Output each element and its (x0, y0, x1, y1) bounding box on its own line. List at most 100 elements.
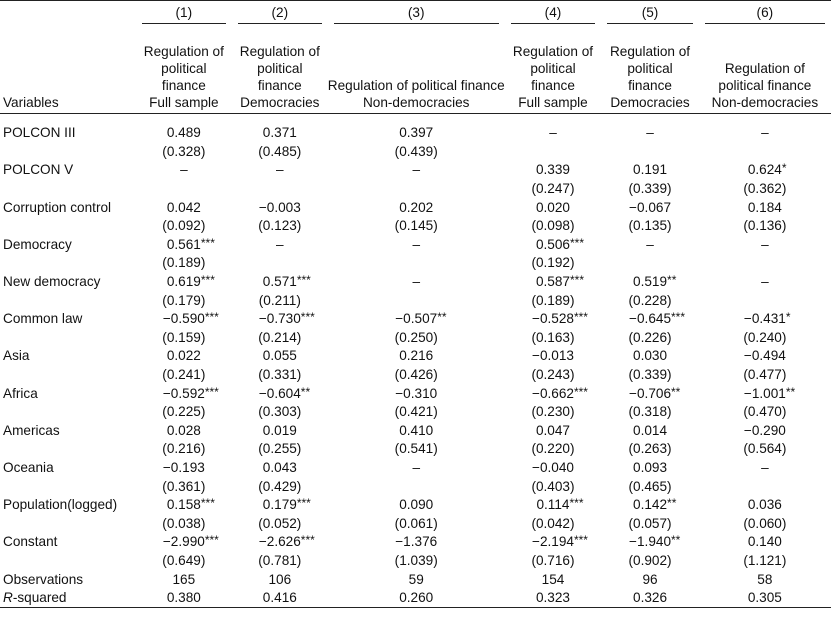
standard-error-cell-text: (0.263) (628, 441, 672, 457)
standard-error-cell-text: (0.361) (162, 478, 206, 494)
standard-error-cell-text: (0.429) (258, 478, 302, 494)
standard-error-cell-text: (0.362) (743, 181, 787, 197)
coefficient-cell-value: – (761, 273, 769, 291)
coefficient-cell-value: 0.397 (399, 124, 433, 142)
standard-error-cell-text: (0.250) (394, 329, 438, 345)
coefficient-cell: – (328, 161, 505, 180)
standard-error-cell-text: (0.211) (258, 292, 301, 308)
coefficient-row: POLCON III 0.489 0.371 0.397 – – – (0, 124, 831, 143)
standard-error-cell-value: (0.649) (162, 552, 205, 570)
standard-error-cell-text: (0.189) (531, 292, 575, 308)
standard-error-cell: (0.214) (232, 329, 328, 348)
standard-error-cell-text: (0.220) (531, 441, 575, 457)
standard-error-cell: (0.189) (505, 291, 602, 310)
coefficient-cell: – (699, 459, 831, 478)
standard-error-cell: (0.136) (699, 217, 831, 236)
standard-error-cell-value: (0.061) (395, 515, 438, 533)
rsquared-cell-value: 0.326 (633, 589, 667, 607)
standard-error-cell-text: (0.092) (162, 218, 206, 234)
rsquared-cell: 0.260 (328, 589, 505, 608)
coefficient-cell: −0.662 *** (505, 384, 602, 403)
coefficient-cell-value: −0.290 (744, 422, 786, 440)
coefficient-cell-text: −0.507 (395, 311, 438, 327)
significance-stars: *** (204, 533, 219, 548)
significance-stars: *** (204, 310, 219, 325)
coefficient-cell-value: 0.055 (263, 347, 297, 365)
standard-error-cell: (0.135) (601, 217, 698, 236)
coefficient-cell-text: 0.020 (535, 199, 570, 215)
coefficient-cell-value: 0.371 (263, 124, 297, 142)
observations-cell-text: 165 (172, 571, 196, 587)
coefficient-cell: −0.013 (505, 347, 602, 366)
standard-error-cell: (0.230) (505, 403, 602, 422)
standard-error-cell-value: (0.477) (743, 366, 786, 384)
column-header-line: Non-democracies (711, 95, 819, 110)
coefficient-cell-value: −0.662 *** (532, 385, 588, 403)
standard-error-cell-text: (0.226) (628, 329, 672, 345)
standard-error-cell-value: (0.159) (162, 329, 205, 347)
standard-error-cell-value: (0.192) (531, 254, 574, 272)
standard-error-cell-text: (0.243) (531, 367, 575, 383)
coefficient-cell-text: 0.561 (166, 236, 201, 252)
significance-stars: *** (570, 273, 585, 288)
coefficient-cell: – (699, 236, 831, 255)
coefficient-cell: −0.431 * (699, 310, 831, 329)
standard-error-cell: (0.226) (601, 329, 698, 348)
standard-error-cell (328, 254, 505, 273)
coefficient-cell-value: −0.528 *** (532, 310, 588, 328)
coefficient-cell: 0.339 (505, 161, 602, 180)
coefficient-cell-text: 0.216 (399, 348, 434, 364)
coefficient-cell: 0.489 (136, 124, 232, 143)
observations-cell-value: 96 (642, 571, 657, 589)
standard-error-cell-text: (0.303) (258, 404, 302, 420)
standard-error-cell-value: (0.211) (259, 292, 301, 310)
coefficient-cell-value: −2.194 *** (532, 533, 588, 551)
standard-error-cell-value: (0.328) (162, 143, 205, 161)
rsquared-cell: 0.326 (601, 589, 698, 608)
standard-error-cell-value: (0.240) (743, 329, 786, 347)
coefficient-cell-value: – (761, 236, 769, 254)
standard-error-row: (0.216) (0.255) (0.541) (0.220) (0.263) (0.56… (0, 440, 831, 459)
coefficient-cell-text: 0.093 (633, 459, 668, 475)
coefficient-cell-value: 0.489 (167, 124, 201, 142)
coefficient-cell: 0.090 (328, 496, 505, 515)
coefficient-cell: 0.184 (699, 198, 831, 217)
coefficient-row: New democracy 0.619 *** 0.571 *** –0.587 *** 0.… (0, 273, 831, 292)
blank-cell (0, 217, 136, 236)
coefficient-cell: −2.194 *** (505, 533, 602, 552)
standard-error-cell: (0.179) (136, 291, 232, 310)
standard-error-cell-text: (0.179) (162, 292, 206, 308)
coefficient-cell: −0.067 (601, 198, 698, 217)
column-header-line: Non-democracies (362, 95, 470, 110)
standard-error-cell-text: (0.159) (162, 329, 206, 345)
coefficient-cell-value: – (276, 161, 284, 179)
coefficient-cell: −0.193 (136, 459, 232, 478)
standard-error-cell-value: (0.092) (162, 217, 205, 235)
coefficient-row: Common law −0.590 *** −0.730 *** −0.507 ** −0.5… (0, 310, 831, 329)
coefficient-cell-value: −0.507 ** (395, 310, 446, 328)
coefficient-cell: – (601, 124, 698, 143)
standard-error-cell-text: (0.485) (258, 143, 302, 159)
rsquared-cell-value: 0.260 (399, 589, 433, 607)
coefficient-cell-text: −0.604 (258, 385, 301, 401)
column-header-line: finance (257, 78, 302, 93)
blank-cell (0, 514, 136, 533)
coefficient-cell: 0.397 (328, 124, 505, 143)
rsquared-cell-value: 0.416 (263, 589, 297, 607)
observations-cell: 165 (136, 570, 232, 589)
coefficient-cell-text: 0.090 (399, 497, 434, 513)
coefficient-cell-value: 0.191 (633, 161, 667, 179)
coefficient-cell-value: −1.001 ** (744, 385, 795, 403)
coefficient-cell-text: 0.158 (166, 497, 201, 513)
coefficient-cell-text: 0.140 (747, 534, 782, 550)
coefficient-cell-value: – (646, 236, 654, 254)
coefficient-cell-text: 0.202 (399, 199, 434, 215)
standard-error-cell-value: (0.145) (395, 217, 438, 235)
standard-error-cell-value: (0.228) (628, 292, 671, 310)
coefficient-cell: −0.310 (328, 384, 505, 403)
coefficient-row: Africa −0.592 *** −0.604 ** −0.310 −0.662 *** −0… (0, 384, 831, 403)
column-header-line: Regulation of (239, 44, 320, 59)
significance-stars: *** (204, 384, 219, 399)
standard-error-cell: (0.060) (699, 514, 831, 533)
coefficient-cell-text: – (761, 274, 769, 290)
